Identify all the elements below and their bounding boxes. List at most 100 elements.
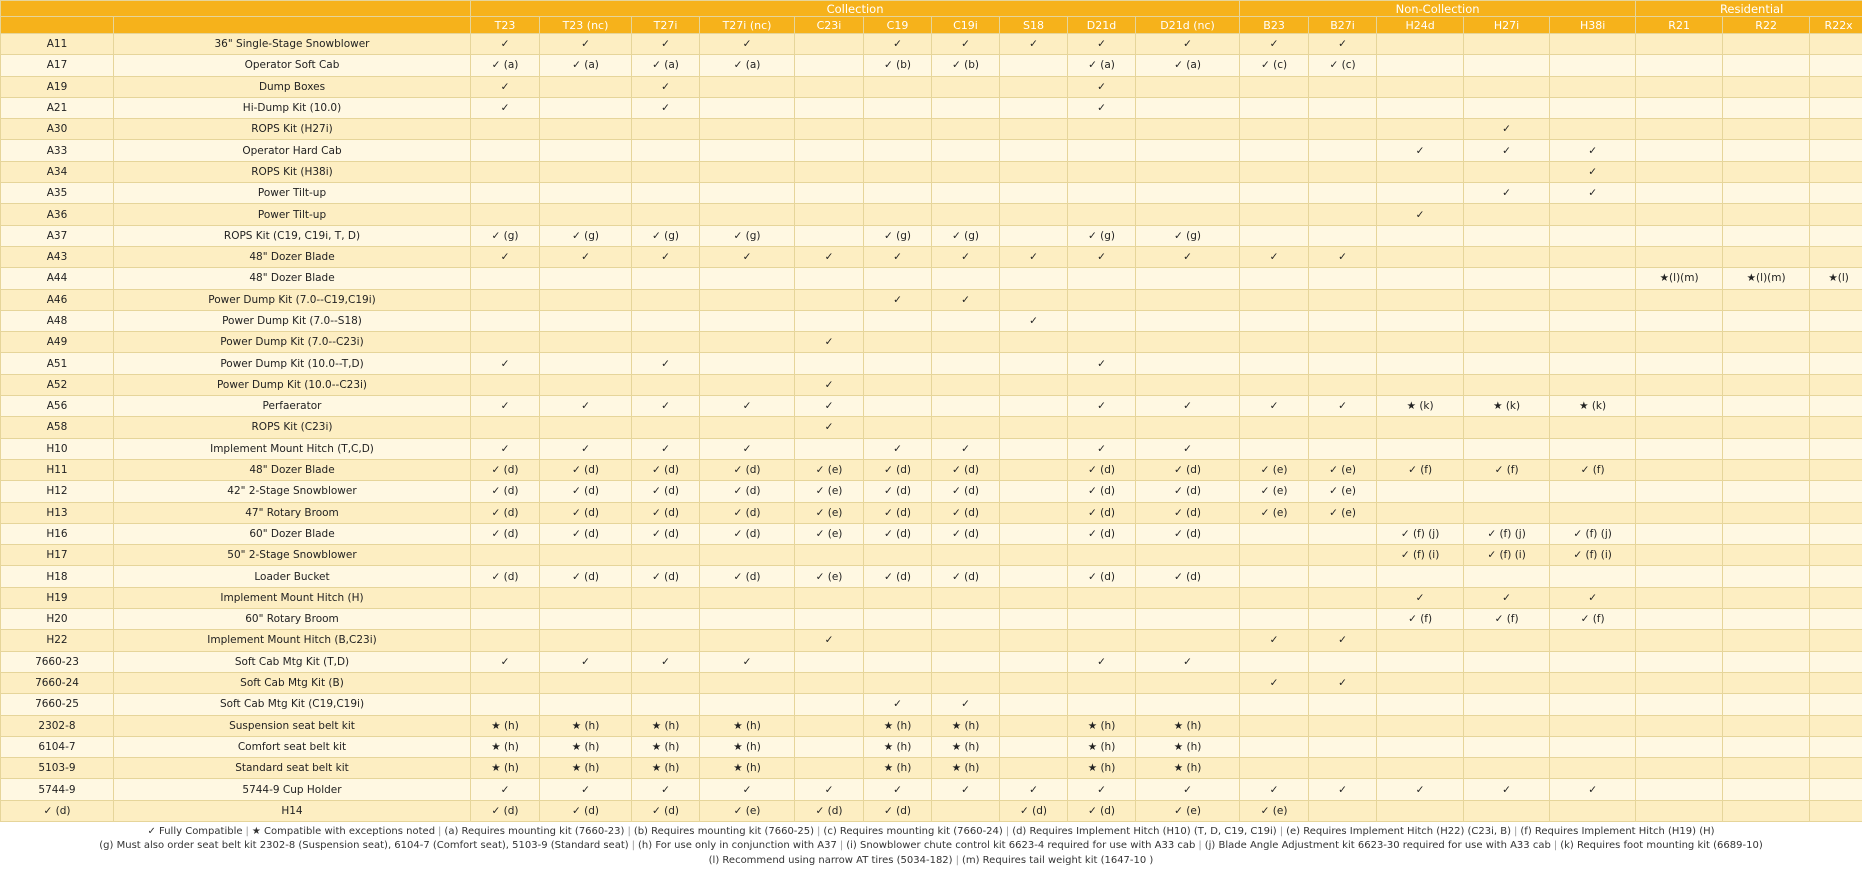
- compat-cell: ✓: [1134, 437, 1241, 460]
- compat-cell: [999, 203, 1068, 226]
- compat-cell: ✓ (g): [539, 224, 632, 247]
- compat-cell: [794, 267, 864, 290]
- compat-cell: [1308, 309, 1378, 333]
- legend-separator: |: [839, 840, 844, 852]
- part-name: Power Dump Kit (7.0--C19,C19i): [113, 288, 471, 311]
- compat-cell: ✓: [470, 352, 540, 375]
- compat-cell: ✓: [539, 32, 632, 56]
- compat-cell: [1308, 522, 1378, 546]
- compat-cell: [1376, 757, 1465, 780]
- compat-cell: [631, 416, 700, 439]
- part-code: H10: [0, 437, 114, 460]
- compat-cell: [863, 650, 932, 673]
- compat-cell: [1239, 203, 1310, 226]
- compat-cell: ✓: [1067, 395, 1136, 418]
- compat-cell: ✓: [539, 245, 632, 269]
- compat-cell: [1635, 331, 1724, 354]
- compat-cell: [931, 629, 1000, 652]
- compat-cell: [1134, 118, 1241, 141]
- compat-cell: [1463, 331, 1551, 354]
- model-header-row: T23 T23 (nc) T27i T27i (nc) C23i C19 C19i S18 D2…: [0, 16, 1862, 34]
- legend-item: ✓ Fully Compatible: [147, 825, 243, 837]
- legend-separator: |: [1553, 840, 1558, 852]
- model-header: C23i: [794, 16, 864, 34]
- compat-cell: [1308, 565, 1378, 588]
- compat-cell: ✓ (f): [1376, 608, 1465, 631]
- compat-cell: ✓: [539, 650, 632, 673]
- compat-cell: [1239, 522, 1310, 546]
- compat-cell: [699, 139, 795, 162]
- compat-cell: ✓: [931, 437, 1000, 460]
- compat-cell: [1635, 501, 1724, 524]
- compat-cell: ✓: [631, 650, 700, 673]
- compat-cell: [1376, 480, 1465, 503]
- compat-cell: ✓ (d): [931, 480, 1000, 503]
- compat-cell: [699, 309, 795, 333]
- compat-cell: [931, 182, 1000, 205]
- compat-cell: ✓: [470, 650, 540, 673]
- compat-cell: ✓: [863, 288, 932, 311]
- compat-cell: [1809, 544, 1862, 567]
- compat-cell: ✓: [631, 75, 700, 98]
- compat-cell: ✓ (d): [1067, 480, 1136, 503]
- compat-cell: [863, 182, 932, 205]
- compat-cell: [931, 309, 1000, 333]
- compat-cell: [1809, 586, 1862, 610]
- compat-cell: ✓ (d): [699, 480, 795, 503]
- compat-cell: [1549, 96, 1637, 120]
- compat-cell: [539, 160, 632, 184]
- table-row: A43 48" Dozer Blade ✓ ✓ ✓ ✓ ✓ ✓ ✓ ✓ ✓ ✓ ✓ ✓: [0, 245, 1862, 269]
- compat-cell: ✓ (e): [794, 458, 864, 482]
- part-name: H14: [113, 799, 471, 822]
- compat-cell: [1635, 288, 1724, 311]
- compat-cell: [1722, 693, 1811, 716]
- compat-cell: [863, 671, 932, 695]
- compat-cell: ✓: [631, 437, 700, 460]
- compat-cell: [999, 139, 1068, 162]
- compat-cell: ★ (h): [470, 735, 540, 759]
- legend-separator: |: [1005, 825, 1010, 837]
- compat-cell: ✓ (d): [863, 501, 932, 524]
- table-body: A11 36" Single-Stage Snowblower ✓ ✓ ✓ ✓ ✓ ✓ ✓ ✓ ✓ ✓…: [0, 32, 1862, 822]
- compat-cell: [539, 586, 632, 610]
- compat-cell: [1463, 267, 1551, 290]
- compat-cell: ✓: [1376, 139, 1465, 162]
- compat-cell: [539, 288, 632, 311]
- part-name: Implement Mount Hitch (H): [113, 586, 471, 610]
- compat-cell: [1809, 96, 1862, 120]
- compat-cell: [631, 182, 700, 205]
- compat-cell: [699, 288, 795, 311]
- compat-cell: [1134, 373, 1241, 397]
- compat-cell: [1067, 693, 1136, 716]
- compat-cell: ✓ (a): [1067, 54, 1136, 77]
- compat-cell: ✓ (d): [699, 522, 795, 546]
- model-header: H27i: [1463, 16, 1551, 34]
- compat-cell: [1809, 757, 1862, 780]
- compat-cell: ✓ (f): [1463, 458, 1551, 482]
- compat-cell: [931, 203, 1000, 226]
- compat-cell: [863, 373, 932, 397]
- compat-cell: [794, 32, 864, 56]
- compat-cell: ✓ (e): [1308, 501, 1378, 524]
- compat-cell: [999, 288, 1068, 311]
- compat-cell: ✓ (d): [863, 458, 932, 482]
- compat-cell: ✓: [470, 437, 540, 460]
- compat-cell: [1463, 650, 1551, 673]
- part-code: A56: [0, 395, 114, 418]
- compat-cell: ★ (h): [1067, 714, 1136, 737]
- compat-cell: [1239, 757, 1310, 780]
- compat-cell: [1722, 309, 1811, 333]
- compat-cell: [999, 735, 1068, 759]
- compat-cell: ✓ (f) (i): [1549, 544, 1637, 567]
- compat-cell: [1463, 757, 1551, 780]
- compat-cell: ✓ (f) (j): [1463, 522, 1551, 546]
- compat-cell: ✓ (d): [863, 565, 932, 588]
- part-name: 36" Single-Stage Snowblower: [113, 32, 471, 56]
- compat-cell: ✓ (g): [931, 224, 1000, 247]
- compat-cell: ✓: [999, 32, 1068, 56]
- compat-cell: [863, 267, 932, 290]
- compat-cell: ✓ (d): [631, 565, 700, 588]
- compat-cell: [1809, 671, 1862, 695]
- compat-cell: [1463, 671, 1551, 695]
- table-row: H17 50" 2-Stage Snowblower ✓ (f) (i) ✓ (f) …: [0, 544, 1862, 567]
